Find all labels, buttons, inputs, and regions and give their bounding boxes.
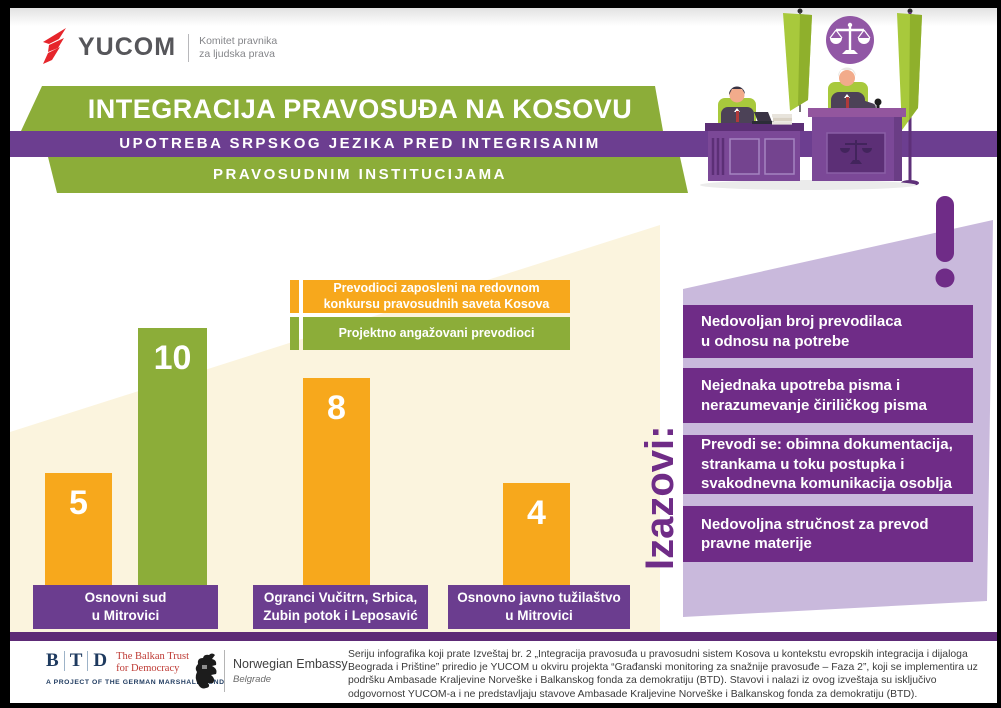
- page-top-shade: [10, 8, 997, 26]
- legend-label-orange: Prevodioci zaposleni na redovnom konkurs…: [303, 280, 570, 313]
- courtroom-illustration: [700, 8, 922, 190]
- btd-name: The Balkan Trust for Democracy: [116, 651, 190, 674]
- judge-bench: [808, 108, 906, 181]
- embassy-name: Norwegian Embassy: [233, 657, 348, 671]
- category-label-1: Osnovni sud u Mitrovici: [33, 585, 218, 629]
- footer-disclaimer: Seriju infografika koji prate Izveštaj b…: [348, 649, 978, 700]
- challenges-heading: Izazovi:: [638, 425, 682, 570]
- challenge-item-3: Prevodi se: obimna dokumentacija, strank…: [683, 435, 973, 494]
- bar-tuzilastvo-orange: 4: [503, 483, 570, 585]
- brand-tagline: Komitet pravnika za ljudska prava: [199, 35, 278, 60]
- btd-bar: [63, 651, 65, 671]
- legend-swatch-orange: [290, 280, 299, 313]
- page-title: INTEGRACIJA PRAVOSUĐA NA KOSOVU: [87, 94, 633, 124]
- scales-of-justice-icon: [826, 16, 874, 64]
- btd-subtitle: A PROJECT OF THE GERMAN MARSHALL FUND: [46, 679, 225, 686]
- exclamation-icon: [936, 196, 954, 262]
- challenge-item-1: Nedovoljan broj prevodilaca u odnosu na …: [683, 305, 973, 358]
- embassy-city: Belgrade: [233, 674, 272, 685]
- btd-bar: [87, 651, 89, 671]
- category-label-2: Ogranci Vučitrn, Srbica, Zubin potok i L…: [253, 585, 428, 629]
- btd-letter-b: B: [46, 650, 59, 671]
- bar-value: 4: [527, 494, 546, 532]
- challenge-item-2: Nejednaka upotreba pisma i nerazumevanje…: [683, 368, 973, 423]
- bar-osnovni-sud-orange: 5: [45, 473, 112, 585]
- brand-logo: YUCOM Komitet pravnika za ljudska prava: [40, 26, 340, 72]
- page-subtitle-line1: UPOTREBA SRPSKOG JEZIKA PRED INTEGRISANI…: [119, 135, 601, 152]
- title-banner-shape: [21, 86, 688, 193]
- bar-value: 5: [69, 484, 88, 522]
- footer-divider-band: [10, 632, 997, 641]
- floor-shadow: [700, 180, 916, 190]
- bar-value: 8: [327, 389, 346, 427]
- page-subtitle-line2: PRAVOSUDNIM INSTITUCIJAMA: [213, 166, 507, 183]
- lion-crest-icon: [195, 653, 217, 689]
- yucom-logo-icon: [43, 28, 66, 64]
- bar-value: 10: [153, 339, 192, 377]
- embassy-divider: [224, 650, 225, 692]
- bar-ogranci-orange: 8: [303, 378, 370, 585]
- category-label-3: Osnovno javno tužilaštvo u Mitrovici: [448, 585, 630, 629]
- legend-swatch-green: [290, 317, 299, 350]
- legend-label-green: Projektno angažovani prevodioci: [303, 317, 570, 350]
- btd-logo: B T D The Balkan Trust for Democracy A P…: [46, 650, 236, 686]
- bar-osnovni-sud-green: 10: [138, 328, 207, 585]
- btd-letter-t: T: [69, 650, 83, 671]
- logo-divider: [188, 34, 190, 62]
- btd-letter-d: D: [93, 650, 108, 671]
- embassy-logo: Norwegian Embassy Belgrade: [192, 650, 348, 692]
- brand-name: YUCOM: [78, 33, 177, 61]
- clerk-desk: [705, 112, 804, 181]
- flag-left-icon: [783, 8, 812, 112]
- challenge-item-4: Nedovoljna stručnost za prevod pravne ma…: [683, 506, 973, 562]
